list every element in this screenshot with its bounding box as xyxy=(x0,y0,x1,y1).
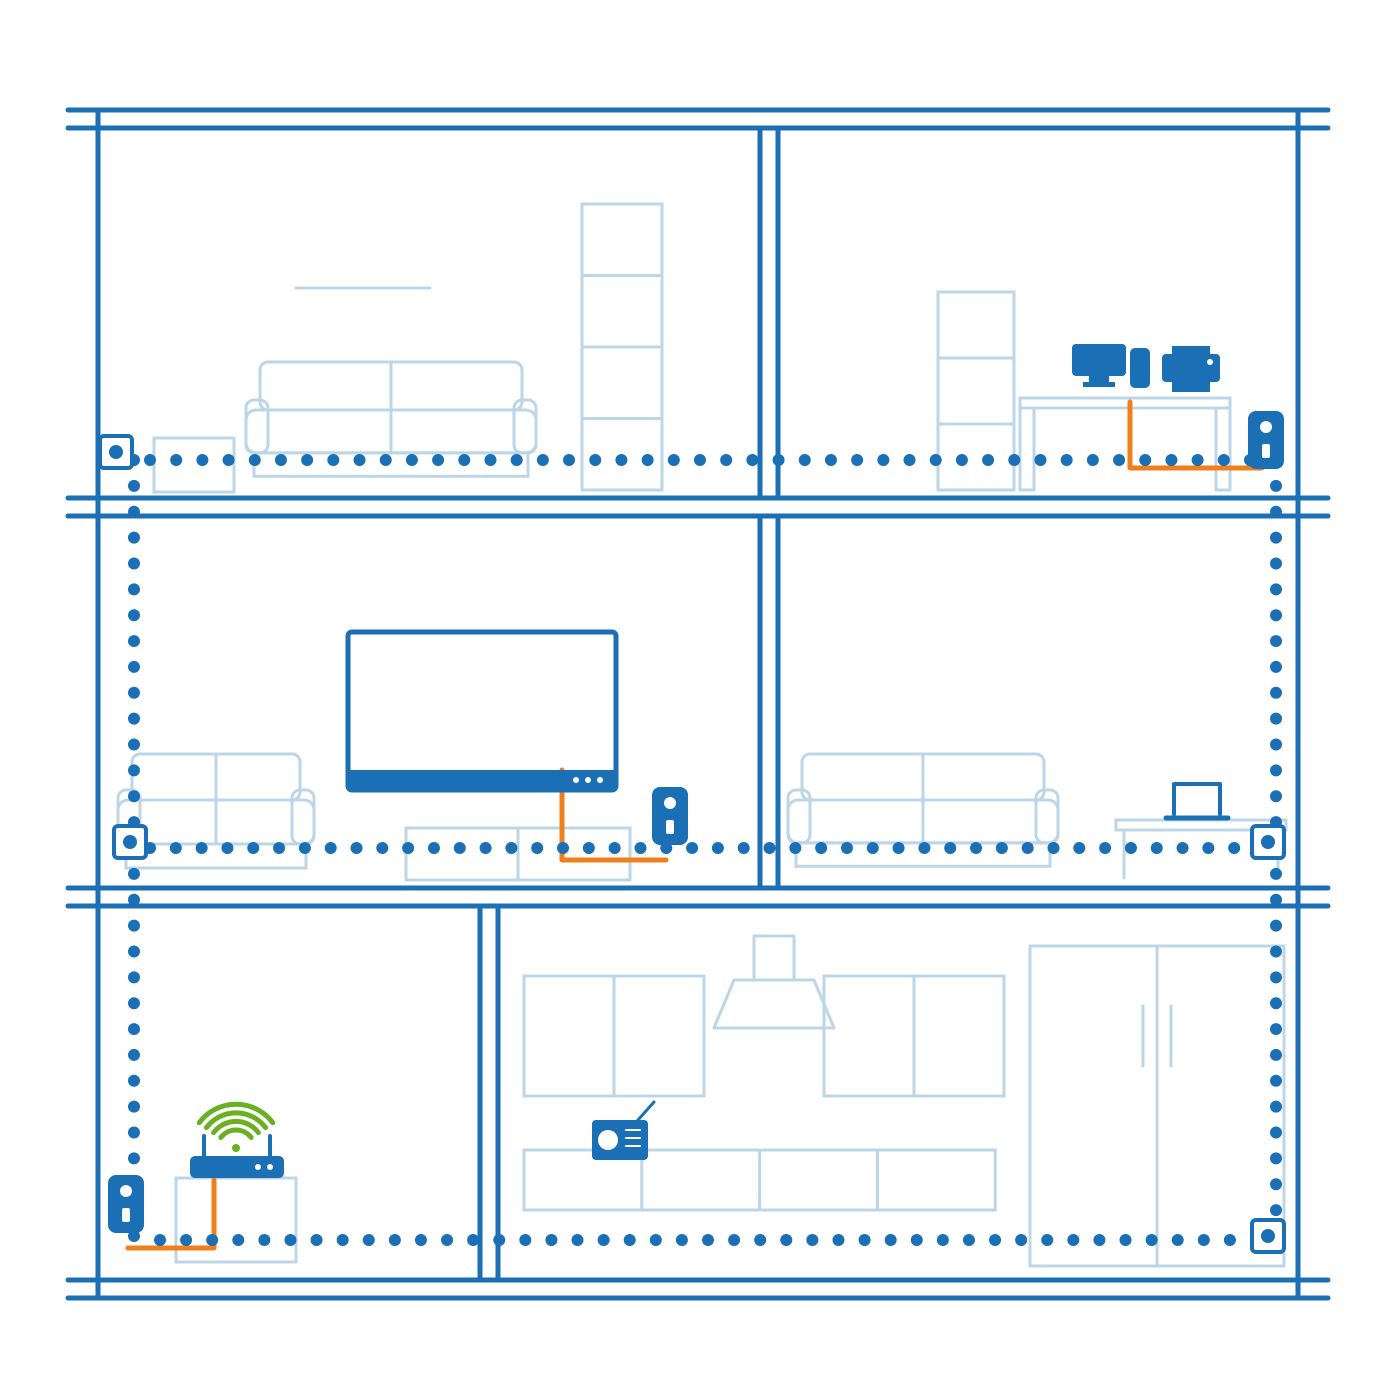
power-outlet xyxy=(1252,1220,1284,1252)
powerline-adapter xyxy=(1248,411,1284,469)
powerline-adapter xyxy=(652,787,688,845)
ethernet-cables-layer xyxy=(128,402,1262,1248)
powerline-f3-horiz xyxy=(144,454,1256,466)
devices-layer xyxy=(100,344,1284,1252)
range-hood xyxy=(714,980,834,1028)
power-outlet xyxy=(114,826,146,858)
phone-icon xyxy=(1130,348,1150,388)
power-outlet xyxy=(1252,826,1284,858)
power-outlet xyxy=(100,436,132,468)
wifi-icon xyxy=(199,1104,273,1152)
powerline-house-diagram xyxy=(0,0,1400,1400)
room-f1-right-kitchen xyxy=(524,936,1284,1266)
powerline-f2-horiz xyxy=(144,842,1266,854)
router-icon xyxy=(190,1136,284,1178)
tv-icon xyxy=(348,632,616,790)
powerline-f1-horiz xyxy=(154,1234,1262,1246)
powerline-layer xyxy=(128,454,1282,1246)
room-f3-left xyxy=(154,204,662,492)
radio-icon xyxy=(592,1102,654,1160)
shelf-cabinet xyxy=(582,204,662,490)
powerline-adapter xyxy=(108,1175,144,1233)
shelf-cabinet xyxy=(938,292,1014,490)
side-table xyxy=(154,438,234,492)
printer-icon xyxy=(1162,346,1220,392)
monitor-icon xyxy=(1072,344,1126,387)
laptop-icon xyxy=(1166,784,1228,818)
